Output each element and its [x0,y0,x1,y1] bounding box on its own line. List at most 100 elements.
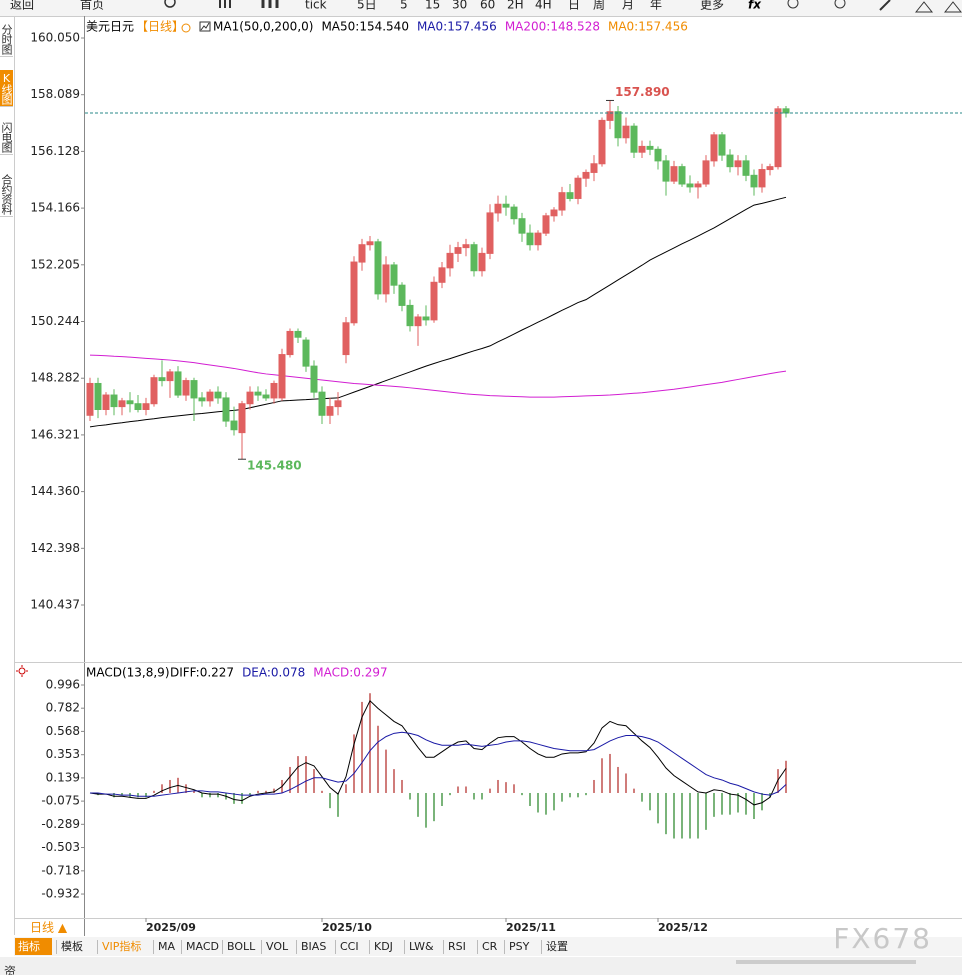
candle-body [582,171,590,179]
y-tick-label: -0.075 [41,794,80,808]
y-tick-label: -0.718 [41,863,80,877]
candle-body [542,215,550,234]
candle-body [694,183,702,188]
tab[interactable]: KDJ [374,940,393,953]
side-tab[interactable]: 分时图 [0,22,13,57]
toolbar-button[interactable]: 5 [400,0,408,12]
toolbar-button[interactable]: 日 [568,0,580,12]
subtitle-icon[interactable] [181,23,191,33]
candle-body [414,316,422,327]
tab[interactable]: 指标 [18,939,40,953]
candle-body [622,125,630,139]
tab[interactable]: VIP指标 [102,939,141,953]
candle-body [198,397,206,402]
candle-body [638,145,646,153]
y-tick-label: -0.289 [41,817,80,831]
candle-body [662,160,670,182]
period-label[interactable]: 日线 ▲ [30,921,68,935]
toolbar-button[interactable]: 2H [507,0,524,12]
candle-body [518,218,526,234]
toolbar-button[interactable]: 首页 [80,0,104,12]
y-tick-label: 154.166 [30,201,80,215]
side-tab[interactable]: 闪电图 [0,120,13,155]
up-icon[interactable] [943,1,962,13]
candle-body [102,394,110,410]
toolbar [0,0,962,16]
ma-icon[interactable] [199,21,211,32]
toolbar-button[interactable]: 4H [535,0,552,12]
side-tab-active[interactable]: K线图 [0,70,13,107]
legend-entry: MA200:148.528 [505,20,600,34]
toolbar-button[interactable]: 15 [425,0,440,12]
settings-icon[interactable] [18,667,26,675]
y-tick-label: 146.321 [30,427,80,441]
candle-body [118,400,126,408]
zoom-in-icon[interactable] [834,0,846,9]
candle-body [318,391,326,416]
candle-body [502,203,510,208]
candle-body [438,267,446,283]
candle-body [702,160,710,185]
tab[interactable]: VOL [266,940,289,953]
ma-line [89,196,787,428]
candle-body [326,406,334,416]
y-tick-label: 160.050 [30,31,80,45]
tab-bar [14,937,962,956]
candle-body [142,403,150,410]
tab[interactable]: BOLL [227,940,256,953]
legend-entry: DEA:0.078 [242,666,305,680]
tab[interactable]: RSI [448,940,466,953]
side-tab[interactable]: 合约资料 [0,172,13,217]
up-icon[interactable] [914,1,934,13]
zoom-out-icon[interactable] [787,0,799,9]
candle-body [550,209,558,217]
settings-icon-rays [16,665,28,677]
toolbar-button[interactable]: 周 [593,0,605,12]
y-tick-label: -0.503 [41,840,80,854]
toolbar-button[interactable]: 30 [452,0,467,12]
fx-icon[interactable]: fx [748,0,762,12]
chart-title: 美元日元 [86,20,134,34]
dea-line [90,731,787,797]
tab[interactable]: MACD [186,940,219,953]
candle-body [278,354,286,399]
toolbar-button[interactable]: 更多 [700,0,724,12]
candle-body [718,134,726,156]
refresh-icon[interactable] [164,0,176,8]
candle-body [558,192,566,211]
tab[interactable]: PSY [509,940,530,953]
toolbar-button[interactable]: 5日 [357,0,377,12]
candle-body [462,244,470,249]
legend-entry: MA50:154.540 [321,20,409,34]
candle-body [150,377,158,405]
candle-body [678,166,686,185]
candle-body [374,241,382,295]
tab[interactable]: LW& [409,940,434,953]
tab[interactable]: MA [158,940,175,953]
candle-body [590,163,598,173]
watermark: FX678 [833,922,932,955]
candle-icon[interactable] [261,0,279,8]
tab[interactable]: CCI [340,940,359,953]
candle-body [110,394,118,408]
toolbar-button[interactable]: 返回 [10,0,34,12]
chart-icon[interactable] [219,0,231,8]
toolbar-button[interactable]: 60 [480,0,495,12]
tab[interactable]: BIAS [301,940,326,953]
candle-body [342,322,350,356]
tab[interactable]: 设置 [546,940,568,953]
tab[interactable]: CR [482,940,498,953]
candle-body [454,247,462,254]
tab[interactable]: 模板 [61,939,83,953]
toolbar-button[interactable]: tick [305,0,327,12]
candle-body [134,403,142,410]
x-tick-label: 2025/09 [146,921,196,934]
candle-body [406,304,414,327]
draw-icon[interactable] [879,0,891,11]
y-tick-label: -0.932 [41,887,80,901]
scrollbar[interactable] [736,960,916,964]
candle-body [382,264,390,295]
toolbar-button[interactable]: 年 [650,0,662,12]
toolbar-button[interactable]: 月 [622,0,634,12]
